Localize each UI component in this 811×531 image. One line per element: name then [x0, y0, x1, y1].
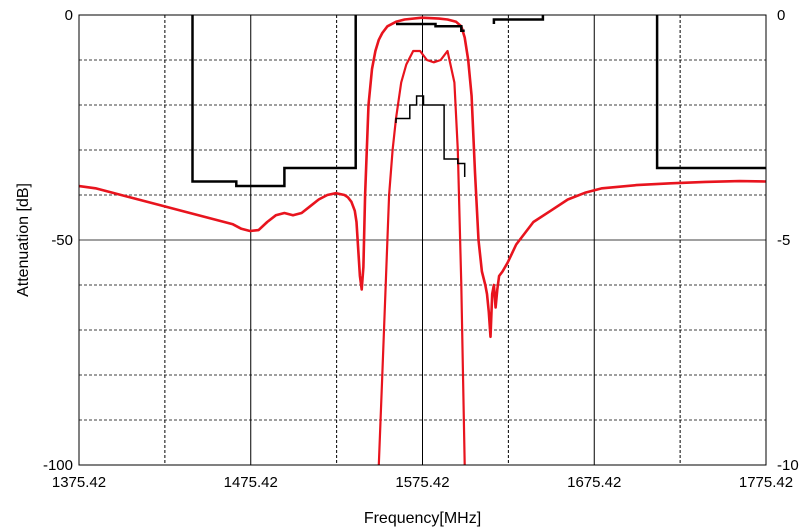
- spec-mask-line: [395, 95, 466, 177]
- y-tick-label-left: 0: [65, 7, 73, 24]
- x-axis-label: Frequency[MHz]: [364, 510, 481, 527]
- y-tick-label-left: -100: [43, 457, 73, 474]
- plot-frame: [78, 14, 767, 466]
- series-layer: [79, 15, 766, 465]
- x-tick-label: 1575.42: [395, 474, 449, 491]
- y-tick-label-right: -10: [777, 457, 799, 474]
- x-tick-label: 1475.42: [224, 474, 278, 491]
- y-tick-label-right: 0: [777, 7, 785, 24]
- y-tick-label-left: -50: [51, 232, 73, 249]
- y-axis-label: Attenuation [dB]: [15, 183, 32, 297]
- x-tick-label: 1675.42: [567, 474, 621, 491]
- spec-mask-line: [492, 15, 545, 24]
- spec-mask-line: [655, 15, 766, 170]
- x-tick-label: 1375.42: [52, 474, 106, 491]
- spec-mask-line: [396, 22, 465, 33]
- passband-detail-line: [377, 49, 466, 465]
- spec-mask-line: [191, 15, 357, 188]
- y-tick-label-right: -5: [777, 232, 790, 249]
- tick-labels: 1375.42 1475.42 1575.42 1675.42 1775.420-50-…: [43, 7, 799, 491]
- x-tick-label: 1775.42: [739, 474, 793, 491]
- wideband-response-line: [79, 16, 766, 339]
- grid-lines: [79, 15, 766, 465]
